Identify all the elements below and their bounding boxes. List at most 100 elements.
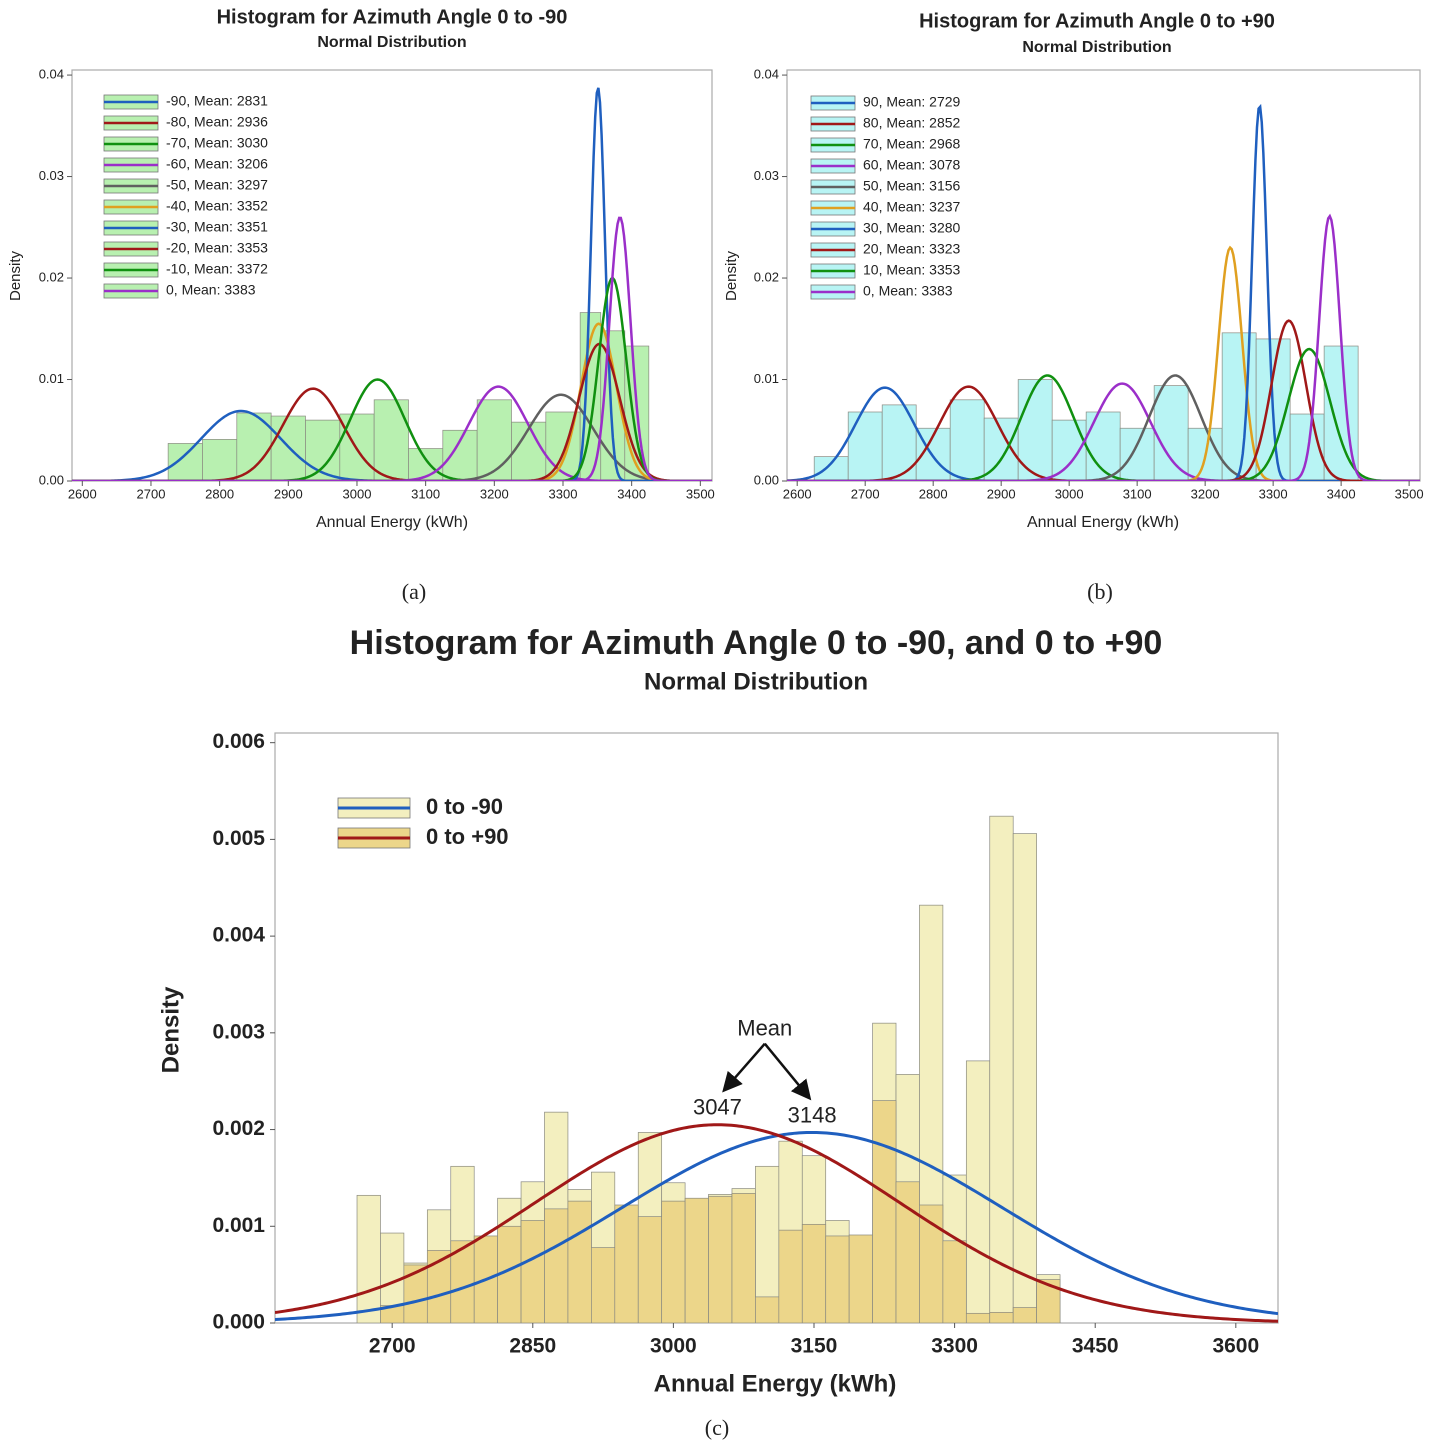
x-tick-label: 2900 [987,486,1016,501]
x-tick-label: 2800 [205,486,234,501]
chart-title: Histogram for Azimuth Angle 0 to +90 [919,10,1275,32]
histogram-bar [1051,419,1087,481]
histogram-bar [1012,1307,1037,1323]
legend-label: 30, Mean: 3280 [863,220,961,236]
histogram-bar [989,815,1014,1323]
legend-label: 40, Mean: 3237 [863,199,961,215]
x-tick-label: 2700 [369,1335,416,1358]
histogram-bar [167,443,203,481]
x-tick-label: 3100 [411,486,440,501]
histogram-bar [591,1247,616,1323]
legend-label: -80, Mean: 2936 [166,114,268,130]
histogram-bar [1012,833,1037,1323]
legend-label: 20, Mean: 3323 [863,241,961,257]
annotation: Mean [737,1016,792,1041]
histogram-bar [848,1234,873,1323]
normal-curve [72,87,712,481]
x-tick-label: 2900 [274,486,303,501]
y-tick-label: 0.003 [212,1020,265,1043]
mean-label: 3047 [693,1095,742,1120]
histogram-bar [847,411,883,481]
histogram-bar [270,415,306,481]
legend-label: -70, Mean: 3030 [166,135,268,151]
legend-label: 80, Mean: 2852 [863,115,961,131]
histogram-bar [778,1229,803,1323]
x-tick-label: 3300 [931,1335,978,1358]
normal-curve [787,374,1420,481]
y-axis-label: Density [723,250,740,301]
histogram-bar [825,1235,850,1323]
legend-label: 10, Mean: 3353 [863,262,961,278]
x-tick-label: 2600 [783,486,812,501]
y-tick-label: 0.02 [39,269,64,284]
y-axis-label: Density [157,986,184,1073]
annotation-arrow [722,1042,766,1093]
chart-subtitle: Normal Distribution [644,668,868,695]
x-tick-label: 3300 [549,486,578,501]
x-tick-label: 3600 [1212,1335,1259,1358]
annotation-arrow [763,1042,812,1101]
legend-label: 0 to +90 [426,824,509,849]
x-axis-label: Annual Energy (kWh) [1027,514,1179,531]
y-tick-label: 0.005 [212,827,265,850]
x-tick-label: 2700 [851,486,880,501]
x-tick-label: 2700 [137,486,166,501]
legend-label: -40, Mean: 3352 [166,198,268,214]
y-tick-label: 0.01 [754,371,779,386]
x-tick-label: 3000 [1055,486,1084,501]
x-tick-label: 3400 [1327,486,1356,501]
chart-title: Histogram for Azimuth Angle 0 to -90 [217,6,568,28]
chart-subtitle: Normal Distribution [1022,39,1171,56]
legend-label: -50, Mean: 3297 [166,177,268,193]
y-tick-label: 0.000 [212,1311,265,1334]
histogram-bar [1153,385,1189,481]
y-tick-label: 0.02 [754,269,779,284]
x-tick-label: 3500 [686,486,715,501]
histogram-bar [661,1200,686,1323]
legend-label: -20, Mean: 3353 [166,240,268,256]
y-tick-label: 0.006 [212,730,265,753]
histogram-bar [202,439,238,481]
normal-curve [787,319,1420,481]
histogram-bar [614,1204,639,1323]
legend-label: 50, Mean: 3156 [863,178,961,194]
histogram-bar [708,1195,733,1323]
x-tick-label: 3200 [1191,486,1220,501]
legend-label: 90, Mean: 2729 [863,94,961,110]
normal-curve [787,213,1420,481]
x-axis-label: Annual Energy (kWh) [654,1370,897,1397]
histogram-bar [1036,1279,1061,1323]
chart-panel: Histogram for Azimuth Angle 0 to -90 Norm… [7,6,715,604]
legend-label: 0, Mean: 3383 [863,283,953,299]
x-tick-label: 2850 [509,1335,556,1358]
legend-label: 60, Mean: 3078 [863,157,961,173]
x-axis-label: Annual Energy (kWh) [316,514,468,531]
histogram-bar [442,429,478,481]
y-tick-label: 0.002 [212,1117,265,1140]
x-tick-label: 3300 [1259,486,1288,501]
normal-curve [787,374,1420,481]
histogram-bar [755,1296,780,1323]
y-tick-label: 0.00 [754,472,779,487]
y-tick-label: 0.001 [212,1214,265,1237]
x-tick-label: 3000 [343,486,372,501]
x-tick-label: 3200 [480,486,509,501]
caption: (a) [402,579,426,604]
x-tick-label: 3450 [1072,1335,1119,1358]
y-tick-label: 0.04 [754,67,779,82]
x-tick-label: 2800 [919,486,948,501]
normal-curve [72,342,712,481]
x-tick-label: 3000 [650,1335,697,1358]
histogram-bar [637,1216,663,1323]
histogram-bar [684,1197,709,1323]
y-tick-label: 0.03 [39,168,64,183]
x-tick-label: 3100 [1123,486,1152,501]
normal-curve [787,347,1420,481]
chart-subtitle: Normal Distribution [317,34,466,51]
mean-label: 3148 [788,1102,837,1127]
histogram-bar [872,1100,897,1323]
normal-curve [787,382,1420,481]
normal-curve [72,387,712,481]
chart-panel: Histogram for Azimuth Angle 0 to -90, an… [157,624,1279,1440]
x-tick-label: 3400 [617,486,646,501]
